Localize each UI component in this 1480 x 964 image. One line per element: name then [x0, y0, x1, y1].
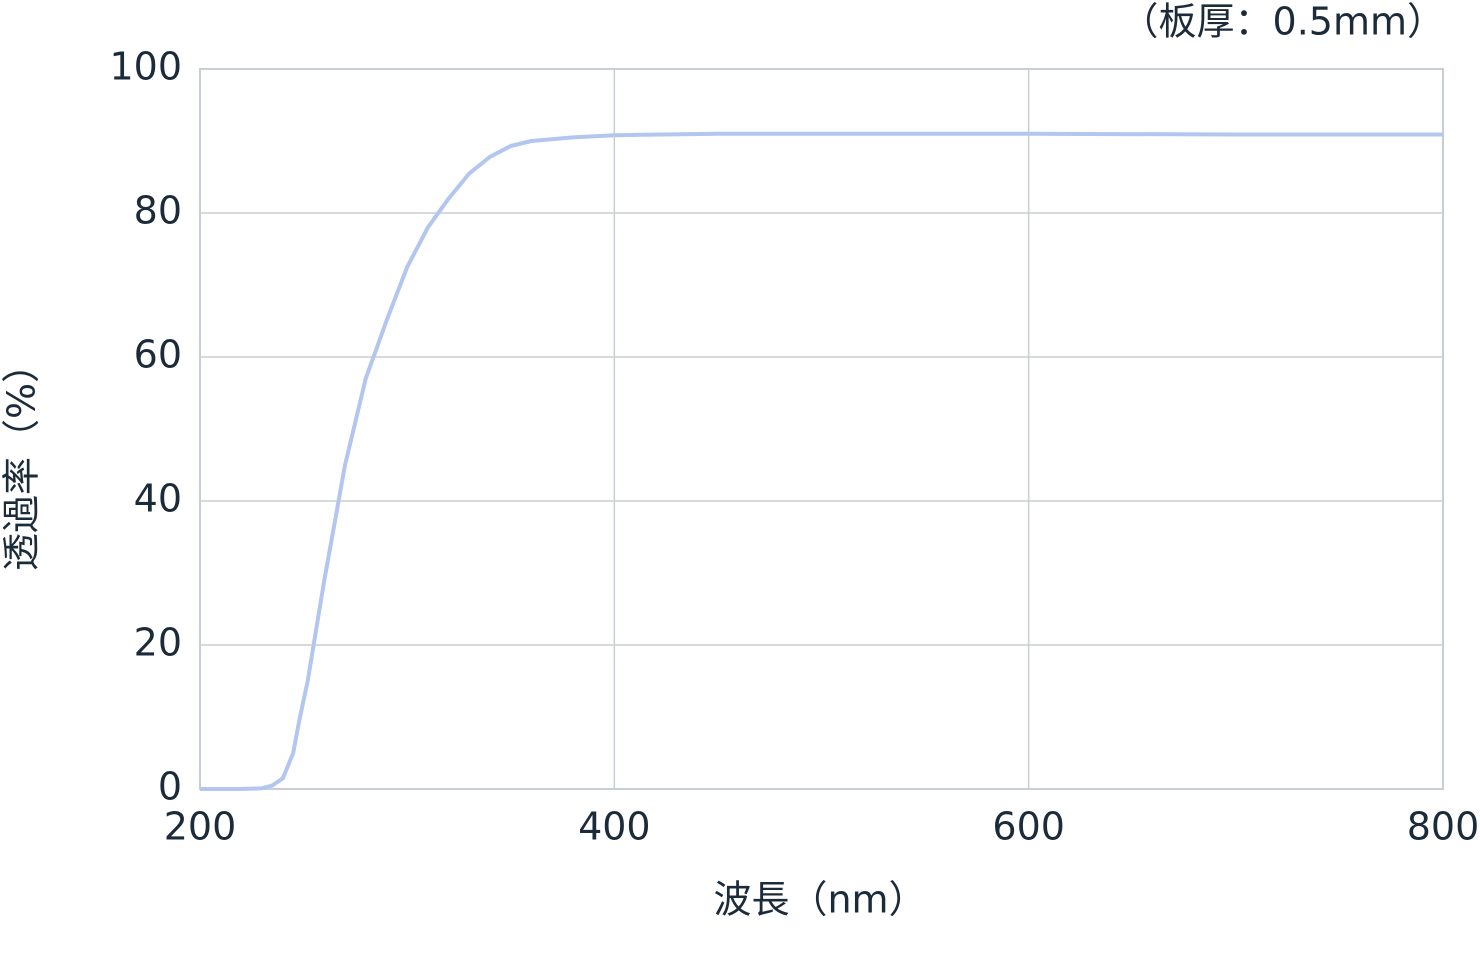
chart-title: （板厚：0.5mm）	[1121, 0, 1445, 44]
x-tick-label: 600	[992, 805, 1065, 849]
data-line	[200, 131, 1443, 791]
y-tick-label: 0	[158, 765, 182, 809]
y-axis-label: 透過率（%）	[0, 345, 44, 571]
x-axis-label: 波長（nm）	[713, 878, 926, 922]
x-tick-label: 800	[1407, 805, 1480, 849]
y-tick-label: 40	[134, 477, 182, 521]
y-tick-label: 80	[134, 189, 182, 233]
y-tick-label: 100	[109, 45, 182, 89]
x-tick-label: 400	[578, 805, 651, 849]
y-tick-label: 20	[134, 621, 182, 665]
x-tick-label: 200	[164, 805, 237, 849]
plot-frame	[199, 68, 1444, 790]
y-tick-label: 60	[134, 333, 182, 377]
